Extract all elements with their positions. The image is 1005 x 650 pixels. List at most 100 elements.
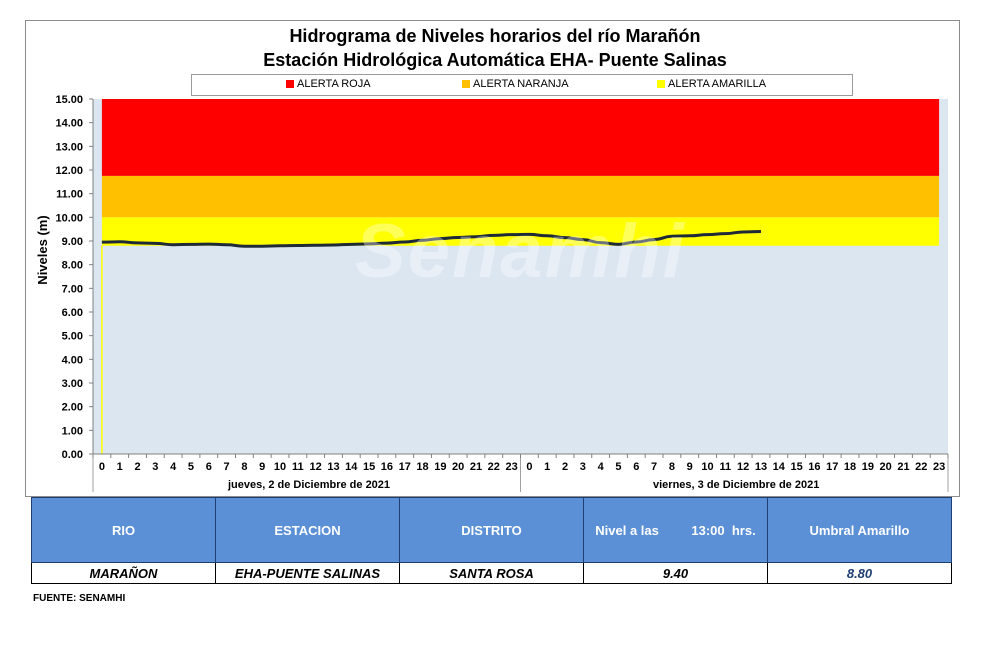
x-tick-label: 15: [363, 461, 375, 473]
senamhi-watermark: Senamhi: [355, 209, 686, 294]
y-tick-label: 7.00: [62, 283, 83, 295]
x-tick-label: 9: [259, 461, 265, 473]
x-tick-label: 5: [188, 461, 194, 473]
cell-rio: MARAÑON: [31, 562, 216, 584]
chart-legend: ALERTA ROJA ALERTA NARANJA ALERTA AMARIL…: [191, 74, 853, 96]
chart-title-line-1: Hidrograma de Niveles horarios del río M…: [289, 26, 701, 46]
x-tick-label: 1: [117, 461, 123, 473]
x-tick-label: 17: [399, 461, 411, 473]
header-rio: RIO: [31, 497, 216, 563]
hydrograph-chart: 0.00 1.00 2.00 3.00 4.00 5.00 6.00 7.00 8.00 9.00…: [35, 94, 949, 492]
y-tick-label: 15.00: [55, 94, 83, 106]
header-estacion: ESTACION: [215, 497, 400, 563]
legend-label-yellow: ALERTA AMARILLA: [668, 78, 767, 90]
cell-umbral: 8.80: [767, 562, 952, 584]
legend-swatch-orange: [462, 80, 470, 88]
x-tick-label: 21: [470, 461, 482, 473]
x-tick-label: 11: [292, 461, 304, 473]
x-tick-label: 10: [274, 461, 286, 473]
station-info-table: RIO ESTACION DISTRITO Nivel a las 13:00 …: [31, 497, 952, 584]
chart-title-line-2: Estación Hidrológica Automática EHA- Pue…: [263, 50, 727, 70]
legend-item-red: ALERTA ROJA: [286, 78, 371, 90]
x-tick-label: 6: [206, 461, 212, 473]
legend-swatch-yellow: [657, 80, 665, 88]
x-tick-label: 5: [615, 461, 621, 473]
x-tick-label: 20: [452, 461, 464, 473]
x-tick-label: 7: [651, 461, 657, 473]
x-tick-label: 23: [933, 461, 945, 473]
chart-title: Hidrograma de Niveles horarios del río M…: [25, 24, 965, 72]
y-tick-label: 0.00: [62, 449, 83, 461]
x-tick-label: 20: [880, 461, 892, 473]
header-umbral: Umbral Amarillo: [767, 497, 952, 563]
x-tick-label: 13: [327, 461, 339, 473]
x-tick-label: 4: [170, 461, 177, 473]
day-label-2: viernes, 3 de Diciembre de 2021: [653, 479, 820, 491]
header-nivel: Nivel a las 13:00 hrs.: [583, 497, 768, 563]
x-tick-label: 16: [808, 461, 820, 473]
x-tick-label: 18: [416, 461, 428, 473]
x-tick-label: 9: [687, 461, 693, 473]
x-tick-label: 0: [99, 461, 105, 473]
y-tick-label: 3.00: [62, 378, 83, 390]
y-tick-label: 8.00: [62, 260, 83, 272]
legend-swatch-red: [286, 80, 294, 88]
x-tick-label: 3: [152, 461, 158, 473]
x-tick-label: 13: [755, 461, 767, 473]
y-tick-label: 6.00: [62, 307, 83, 319]
y-tick-label: 4.00: [62, 354, 83, 366]
table-row: MARAÑON EHA-PUENTE SALINAS SANTA ROSA 9.…: [31, 562, 952, 584]
x-tick-label: 18: [844, 461, 856, 473]
alert-band-2: [101, 217, 940, 246]
x-tick-label: 19: [434, 461, 446, 473]
x-tick-label: 23: [505, 461, 517, 473]
x-tick-label: 16: [381, 461, 393, 473]
x-tick-label: 14: [345, 461, 358, 473]
x-tick-label: 15: [790, 461, 802, 473]
x-tick-label: 14: [773, 461, 786, 473]
y-tick-label: 12.00: [55, 165, 83, 177]
x-tick-label: 2: [562, 461, 568, 473]
cell-estacion: EHA-PUENTE SALINAS: [215, 562, 400, 584]
x-tick-label: 8: [241, 461, 247, 473]
alert-band-1: [101, 175, 940, 218]
x-tick-label: 12: [310, 461, 322, 473]
y-tick-label: 10.00: [55, 212, 83, 224]
x-tick-label: 6: [633, 461, 639, 473]
alert-band-0: [101, 99, 940, 176]
x-tick-label: 17: [826, 461, 838, 473]
source-note: FUENTE: SENAMHI: [33, 593, 126, 604]
series-line-0: [101, 230, 761, 248]
y-tick-label: 9.00: [62, 236, 83, 248]
table-header-row: RIO ESTACION DISTRITO Nivel a las 13:00 …: [31, 497, 952, 563]
x-tick-label: 22: [915, 461, 927, 473]
x-tick-label: 7: [224, 461, 230, 473]
x-tick-label: 22: [488, 461, 500, 473]
x-tick-label: 3: [580, 461, 586, 473]
y-tick-label: 14.00: [55, 118, 83, 130]
y-tick-label: 13.00: [55, 141, 83, 153]
x-tick-label: 4: [598, 461, 605, 473]
x-tick-label: 19: [862, 461, 874, 473]
day-label-1: jueves, 2 de Diciembre de 2021: [228, 479, 391, 491]
cell-nivel: 9.40: [583, 562, 768, 584]
header-distrito: DISTRITO: [399, 497, 584, 563]
legend-label-red: ALERTA ROJA: [297, 78, 371, 90]
x-tick-label: 8: [669, 461, 675, 473]
legend-item-orange: ALERTA NARANJA: [462, 78, 569, 90]
legend-item-yellow: ALERTA AMARILLA: [657, 78, 766, 90]
y-axis-label: Niveles (m): [35, 215, 50, 284]
x-tick-label: 21: [897, 461, 909, 473]
y-tick-label: 2.00: [62, 402, 83, 414]
cell-distrito: SANTA ROSA: [399, 562, 584, 584]
y-tick-label: 1.00: [62, 425, 83, 437]
x-tick-label: 10: [701, 461, 713, 473]
x-tick-label: 11: [720, 461, 732, 473]
x-tick-label: 12: [737, 461, 749, 473]
x-tick-label: 0: [526, 461, 532, 473]
x-tick-label: 1: [544, 461, 550, 473]
y-tick-label: 5.00: [62, 331, 83, 343]
legend-label-orange: ALERTA NARANJA: [473, 78, 569, 90]
y-tick-label: 11.00: [56, 189, 83, 201]
x-tick-label: 2: [134, 461, 140, 473]
